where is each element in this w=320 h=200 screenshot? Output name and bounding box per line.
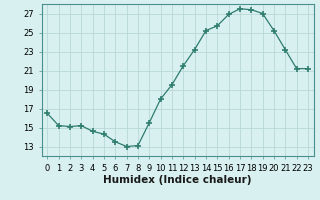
X-axis label: Humidex (Indice chaleur): Humidex (Indice chaleur) <box>103 175 252 185</box>
